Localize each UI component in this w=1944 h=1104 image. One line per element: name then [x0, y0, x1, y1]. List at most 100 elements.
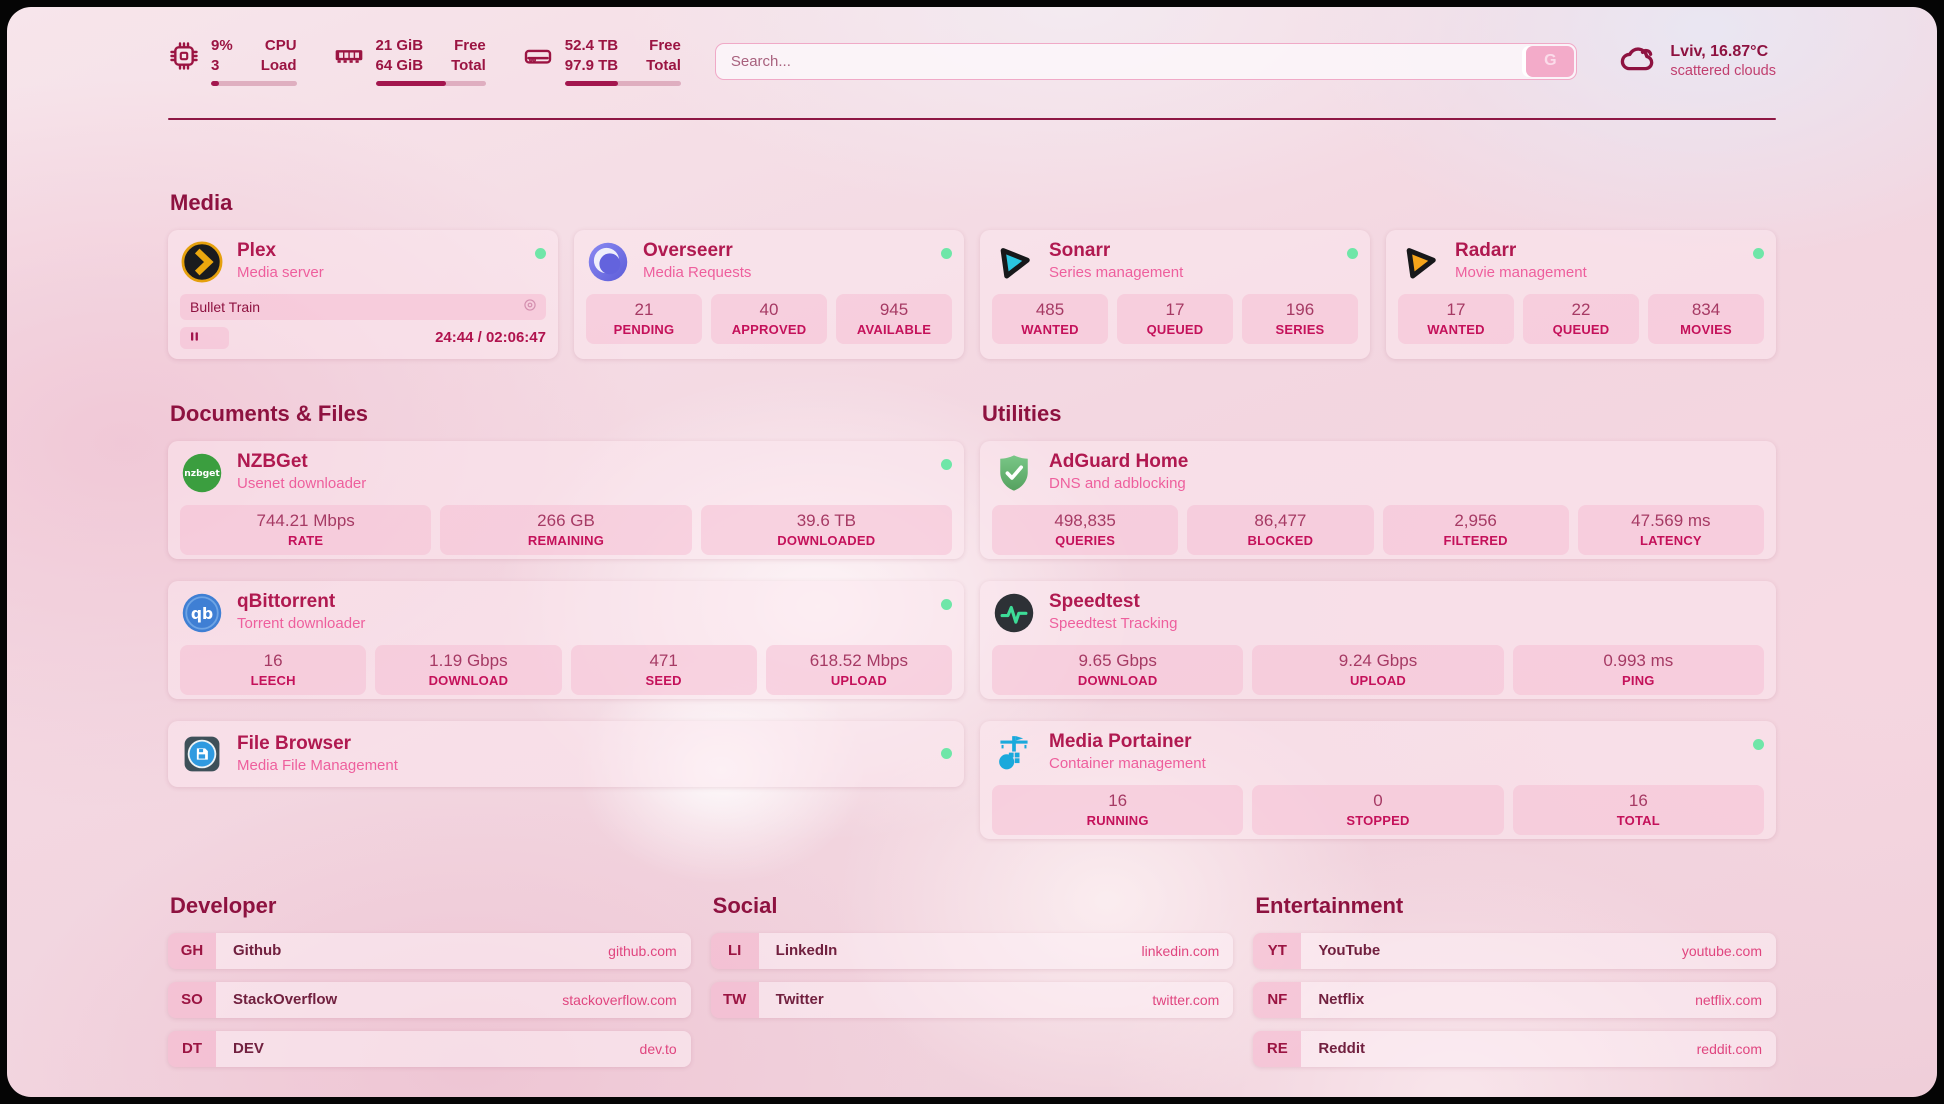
bookmark-linkedin[interactable]: LI LinkedIn linkedin.com [710, 932, 1234, 969]
service-name: Plex [237, 239, 277, 261]
disk-value-bottom: 97.9 TB [564, 56, 619, 74]
service-name: Media Portainer [1049, 730, 1192, 752]
service-card-portainer[interactable]: Media Portainer Container management 16 R… [980, 720, 1776, 839]
cpu-value-top: 9% [211, 37, 233, 54]
service-card-sonarr[interactable]: Sonarr Series management 485 WANTED 17 QUE… [980, 229, 1370, 359]
player-progress-track [180, 326, 423, 349]
stat-box: 498,835 QUERIES [992, 504, 1179, 555]
service-card-speedtest[interactable]: Speedtest Speedtest Tracking 9.65 Gbps DO… [980, 580, 1776, 699]
bookmark-url: stackoverflow.com [562, 991, 677, 1008]
service-subtitle: Media Requests [643, 264, 752, 282]
memory-value-bottom: 64 GiB [375, 56, 424, 74]
service-card-plex[interactable]: Plex Media server Bullet Train [168, 229, 558, 359]
stat-box: 9.24 Gbps UPLOAD [1252, 644, 1504, 695]
service-name: Overseerr [643, 239, 733, 261]
bookmark-name: StackOverflow [233, 991, 338, 1008]
resource-widgets: 9% CPU 3 Load [168, 37, 681, 86]
bookmark-name: Reddit [1318, 1040, 1365, 1057]
bookmark-github[interactable]: GH Github github.com [168, 932, 691, 969]
sonarr-icon [992, 240, 1036, 284]
svg-text:qb: qb [191, 604, 213, 622]
cpu-label-bottom: Load [260, 56, 297, 74]
stat-box: 485 WANTED [992, 293, 1108, 344]
stat-box: 17 QUEUED [1117, 293, 1233, 344]
stat-box: 744.21 Mbps RATE [180, 504, 432, 555]
bookmark-url: netflix.com [1695, 991, 1762, 1008]
bookmark-stackoverflow[interactable]: SO StackOverflow stackoverflow.com [168, 981, 691, 1018]
stat-box: 47.569 ms LATENCY [1577, 504, 1764, 555]
bookmark-twitter[interactable]: TW Twitter twitter.com [710, 981, 1234, 1018]
topbar: 9% CPU 3 Load [168, 7, 1776, 86]
adguard-icon [992, 451, 1036, 495]
service-card-filebrowser[interactable]: File Browser Media File Management [168, 720, 964, 787]
stat-box: 16 TOTAL [1512, 784, 1764, 835]
status-online-dot [941, 748, 952, 759]
search-input[interactable] [714, 42, 1578, 80]
bookmark-name: Github [233, 942, 282, 959]
stat-box: 0 STOPPED [1252, 784, 1504, 835]
qbittorrent-icon: qb [180, 591, 224, 635]
section-title-developer: Developer [170, 892, 277, 918]
cpu-progress-bar [211, 80, 297, 86]
overseerr-icon [586, 240, 630, 284]
bookmark-name: DEV [233, 1040, 264, 1057]
stat-box: 86,477 BLOCKED [1187, 504, 1374, 555]
status-online-dot [535, 247, 546, 259]
section-documents: Documents & Files nzbget NZBGet Usenet d… [168, 401, 964, 839]
bookmark-youtube[interactable]: YT YouTube youtube.com [1253, 932, 1776, 969]
status-online-dot [1753, 247, 1764, 259]
cpu-label-top: CPU [264, 37, 297, 54]
stat-box: 17 WANTED [1398, 293, 1514, 344]
search-provider-button[interactable]: G [1526, 45, 1575, 77]
section-title-media: Media [170, 189, 233, 215]
status-online-dot [941, 458, 952, 470]
player-progress-row: 24:44 / 02:06:47 [180, 326, 546, 349]
stat-box: 9.65 Gbps DOWNLOAD [992, 644, 1244, 695]
service-name: Speedtest [1049, 590, 1140, 612]
bookmark-dev[interactable]: DT DEV dev.to [168, 1030, 691, 1067]
now-playing-view-icon[interactable] [522, 297, 538, 316]
bookmark-name: Twitter [775, 991, 824, 1008]
stat-box: 945 AVAILABLE [836, 293, 952, 344]
now-playing-title: Bullet Train [190, 298, 261, 315]
section-title-social: Social [712, 892, 778, 918]
stat-box: 2,956 FILTERED [1382, 504, 1569, 555]
service-card-radarr[interactable]: Radarr Movie management 17 WANTED 22 QUEUE… [1386, 229, 1776, 359]
status-online-dot [941, 247, 952, 259]
service-name: NZBGet [237, 450, 308, 472]
bookmark-group-entertainment: Entertainment YT YouTube youtube.com NF N… [1253, 893, 1776, 1067]
stat-box: 196 SERIES [1242, 293, 1358, 344]
status-online-dot [1753, 738, 1764, 750]
weather-widget[interactable]: Lviv, 16.87°C scattered clouds [1617, 38, 1776, 85]
status-online-dot [1347, 247, 1358, 259]
radarr-icon [1398, 240, 1442, 284]
pause-button[interactable] [189, 329, 200, 347]
service-card-qbittorrent[interactable]: qb qBittorrent Torrent downloader 16 LEEC… [168, 580, 964, 699]
bookmark-abbr: SO [168, 981, 216, 1018]
search-bar: G [714, 42, 1578, 80]
bookmark-url: reddit.com [1696, 1040, 1762, 1057]
bookmark-abbr: RE [1253, 1030, 1302, 1067]
topbar-divider [168, 117, 1776, 120]
service-subtitle: Series management [1049, 264, 1184, 282]
memory-value-top: 21 GiB [375, 37, 424, 54]
status-online-dot [941, 598, 952, 610]
nzbget-icon: nzbget [180, 451, 224, 495]
stat-box: 266 GB REMAINING [440, 504, 692, 555]
section-title-utilities: Utilities [982, 400, 1062, 426]
service-card-nzbget[interactable]: nzbget NZBGet Usenet downloader 744.21 M… [168, 440, 964, 559]
service-subtitle: Container management [1049, 755, 1206, 773]
disk-progress-bar [564, 80, 681, 86]
service-name: File Browser [237, 732, 352, 754]
hard-drive-icon [522, 37, 554, 86]
bookmark-url: github.com [608, 942, 677, 959]
disk-value-top: 52.4 TB [564, 37, 619, 54]
bookmark-reddit[interactable]: RE Reddit reddit.com [1253, 1030, 1776, 1067]
memory-label-bottom: Total [451, 56, 486, 74]
bookmark-netflix[interactable]: NF Netflix netflix.com [1253, 981, 1776, 1018]
bookmark-url: twitter.com [1152, 991, 1220, 1008]
service-card-adguard[interactable]: AdGuard Home DNS and adblocking 498,835 Q… [980, 440, 1776, 559]
bookmark-abbr: LI [710, 932, 759, 969]
bookmark-abbr: YT [1253, 932, 1302, 969]
service-card-overseerr[interactable]: Overseerr Media Requests 21 PENDING 40 APP… [574, 229, 964, 359]
